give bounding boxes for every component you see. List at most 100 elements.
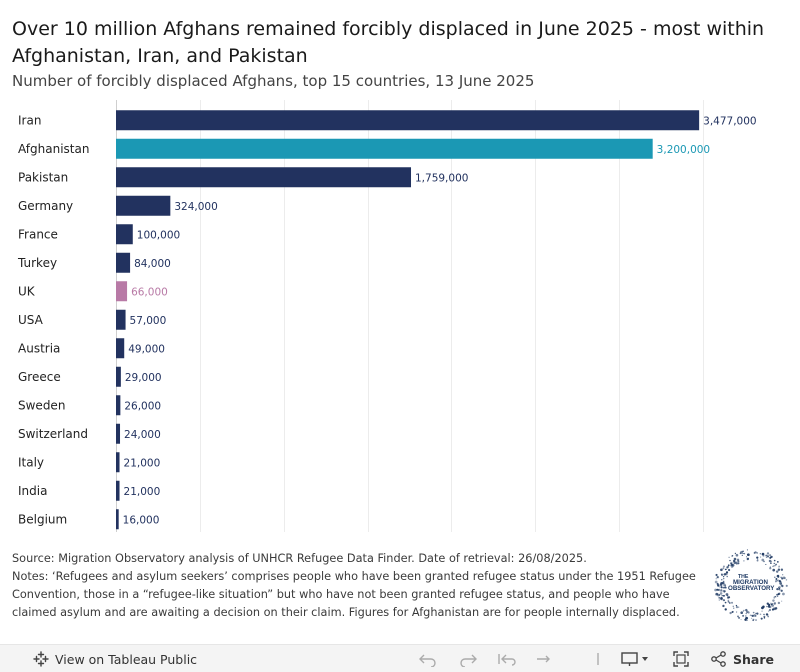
logo-dot: [727, 564, 730, 567]
category-label: India: [18, 484, 47, 498]
logo-dot: [763, 615, 766, 618]
logo-dot: [760, 556, 762, 558]
logo-line-3: OBSERVATORY: [728, 585, 775, 592]
logo-dot: [745, 619, 748, 622]
fullscreen-button[interactable]: [672, 649, 690, 669]
logo-dot: [777, 580, 779, 582]
logo-dot: [736, 558, 740, 562]
logo-dot: [728, 596, 731, 599]
logo-dot: [754, 614, 757, 617]
logo-dot: [733, 557, 737, 561]
logo-dot: [731, 555, 733, 557]
logo-dot: [721, 581, 725, 585]
value-label: 21,000: [124, 457, 161, 469]
logo-dot: [716, 588, 719, 591]
logo-dot: [714, 580, 718, 584]
logo-dot: [730, 563, 734, 567]
bar: [116, 281, 128, 302]
category-label: Germany: [18, 199, 73, 213]
bar: [116, 167, 412, 188]
tableau-toolbar: View on Tableau Public Share: [0, 644, 800, 672]
logo-dot: [735, 604, 738, 607]
logo-dot: [777, 601, 781, 605]
pause-button[interactable]: [593, 649, 603, 669]
logo-dot: [767, 615, 770, 618]
logo-dot: [714, 588, 717, 592]
logo-dot: [785, 584, 788, 587]
share-button[interactable]: Share: [710, 649, 774, 669]
bar: [116, 480, 120, 501]
logo-dot: [732, 605, 734, 608]
view-on-tableau-link[interactable]: View on Tableau Public: [33, 649, 197, 669]
logo-dot: [765, 613, 769, 616]
logo-dot: [768, 610, 770, 612]
logo-dot: [742, 553, 744, 555]
logo-dot: [735, 605, 739, 609]
logo-dot: [724, 608, 727, 611]
bar: [116, 138, 653, 159]
logo-dot: [745, 615, 747, 617]
logo-dot: [761, 552, 765, 556]
redo-button[interactable]: [458, 649, 478, 669]
logo-dot: [777, 568, 781, 571]
refresh-button[interactable]: [534, 649, 554, 669]
logo-dot: [731, 566, 733, 568]
logo-dot: [723, 580, 725, 582]
chart-subtitle: Number of forcibly displaced Afghans, to…: [12, 72, 535, 90]
value-label: 29,000: [125, 372, 162, 384]
chart-notes: Source: Migration Observatory analysis o…: [12, 550, 702, 622]
logo-dot: [784, 577, 786, 579]
logo-dot: [761, 610, 763, 612]
logo-dot: [718, 588, 721, 591]
logo-dot: [773, 597, 775, 599]
revert-button[interactable]: [497, 649, 517, 669]
logo-dot: [719, 586, 721, 588]
logo-dot: [738, 616, 741, 619]
logo-dot: [768, 605, 772, 609]
logo-dot: [721, 588, 723, 590]
undo-icon: [418, 651, 438, 667]
revert-icon: [497, 651, 517, 667]
logo-dot: [780, 580, 782, 582]
logo-line-2: MIGRATION: [733, 579, 768, 586]
logo-dot: [743, 560, 745, 562]
logo-dot: [720, 597, 723, 601]
logo-dot: [744, 617, 748, 620]
logo-dot: [721, 595, 723, 597]
value-label: 21,000: [124, 486, 161, 498]
logo-dot: [775, 570, 779, 573]
logo-dot: [741, 554, 743, 556]
logo-dot: [776, 595, 779, 598]
logo-dot: [778, 580, 781, 583]
logo-dot: [746, 619, 748, 621]
logo-dot: [777, 593, 780, 595]
value-label: 324,000: [174, 201, 217, 213]
logo-dot: [775, 596, 777, 598]
logo-dot: [773, 562, 775, 565]
logo-dot: [745, 612, 748, 615]
bar-chart: Iran 3,477,000 Afghanistan 3,200,000 Pakista…: [17, 100, 757, 532]
logo-dot: [736, 563, 738, 565]
logo-dot: [766, 552, 770, 555]
download-button[interactable]: [620, 649, 652, 669]
logo-dot: [743, 609, 745, 612]
logo-dot: [715, 573, 718, 577]
category-label: Belgium: [18, 512, 67, 526]
logo-dot: [772, 599, 775, 602]
logo-dot: [747, 553, 750, 557]
undo-button[interactable]: [418, 649, 438, 669]
logo-dot: [724, 601, 727, 604]
logo-dot: [737, 562, 740, 565]
logo-dot: [778, 585, 781, 589]
logo-dot: [745, 610, 749, 613]
logo-dot: [759, 613, 762, 616]
logo-dot: [745, 556, 748, 558]
logo-dot: [746, 549, 748, 551]
logo-dot: [742, 614, 745, 617]
bar: [116, 224, 133, 245]
logo-dot: [729, 611, 732, 615]
category-label: Pakistan: [18, 170, 68, 184]
value-label: 49,000: [128, 343, 165, 355]
pause-icon: [593, 651, 603, 667]
logo-dot: [769, 554, 771, 556]
